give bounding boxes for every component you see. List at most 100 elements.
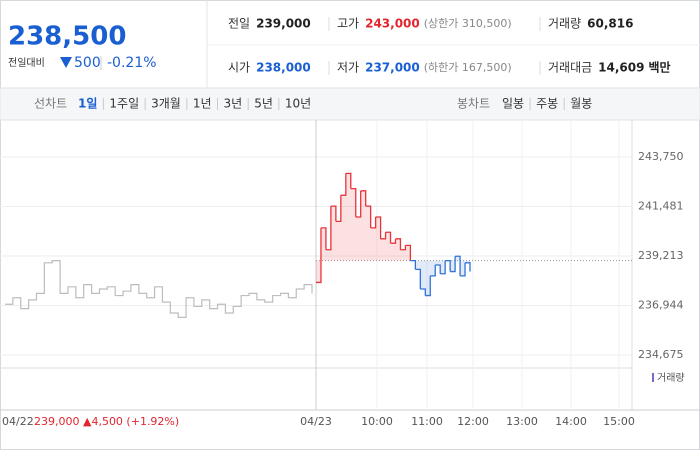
today-area	[345, 173, 351, 261]
today-area	[385, 232, 391, 261]
stat-label: 고가	[337, 17, 359, 31]
today-area	[360, 190, 366, 261]
stat-unit: 백만	[648, 60, 670, 75]
today-area	[330, 206, 336, 261]
y-tick-label: 239,213	[638, 249, 684, 262]
today-area	[420, 260, 426, 289]
change: 500	[74, 55, 101, 71]
x-tick-label: 12:00	[457, 415, 489, 428]
today-line	[355, 190, 362, 218]
x-tick-label: 04/22	[2, 415, 34, 428]
today-area	[455, 256, 461, 261]
today-line	[460, 262, 466, 277]
stat-note: (상한가 310,500)	[424, 17, 512, 30]
y-tick-label: 243,750	[638, 150, 684, 163]
today-line	[405, 244, 412, 261]
today-area	[400, 249, 406, 261]
x-tick-label: 10:00	[361, 415, 393, 428]
today-area	[440, 260, 446, 274]
today-area	[316, 260, 321, 283]
today-area	[395, 238, 401, 261]
today-area	[375, 217, 381, 261]
today-line	[320, 227, 327, 250]
today-line	[316, 227, 322, 284]
today-line	[420, 288, 426, 296]
tab-label: 선차트	[34, 97, 67, 111]
chart: 243,750 241,481 239,213 236,944 234,675 04/22…	[0, 120, 700, 428]
today-line	[375, 216, 382, 239]
legend: 거래량	[657, 372, 685, 384]
tab[interactable]: 주봉	[536, 97, 558, 111]
today-area	[450, 260, 456, 272]
today-area	[340, 195, 346, 261]
x-tick-label: 04/23	[300, 415, 332, 428]
today-area	[365, 206, 371, 261]
today-line	[400, 245, 407, 251]
today-line	[425, 275, 431, 297]
stat-label: 전일	[228, 17, 250, 31]
tab-bar	[0, 87, 700, 121]
tab-label: 봉차트	[457, 97, 490, 111]
tab[interactable]: 3년	[224, 97, 243, 111]
today-line	[345, 172, 352, 189]
today-area	[460, 260, 466, 276]
today-area	[390, 243, 396, 261]
tab[interactable]: 일봉	[502, 97, 524, 111]
tab[interactable]: 10년	[285, 97, 311, 111]
y-tick-label: 241,481	[638, 200, 684, 213]
y-tick-label: 236,944	[638, 298, 684, 311]
tab[interactable]: 3개월	[151, 97, 181, 111]
today-line	[340, 173, 347, 196]
today-line	[455, 255, 461, 276]
stat-value: 243,000	[365, 17, 420, 31]
today-area	[425, 260, 431, 296]
today-area	[380, 238, 386, 261]
annotation: 239,000 ▲4,500 (+1.92%)	[34, 415, 179, 428]
today-line	[410, 259, 417, 270]
stat-note: (하한가 167,500)	[424, 60, 512, 74]
tab[interactable]: 1일	[78, 97, 97, 111]
today-line	[385, 231, 392, 244]
today-area	[350, 188, 356, 261]
today-area	[405, 245, 411, 261]
today-line	[390, 238, 397, 244]
stat-value: 239,000	[256, 17, 311, 31]
x-tick-label: 15:00	[603, 415, 635, 428]
x-tick-label: 11:00	[411, 415, 443, 428]
stat-value: 238,000	[256, 61, 311, 75]
prev-day-line	[5, 260, 313, 318]
stat-label: 거래대금	[548, 61, 592, 75]
today-line	[360, 190, 367, 207]
today-area	[370, 227, 376, 261]
x-tick-label: 14:00	[555, 415, 587, 428]
change-pct: -0.21%	[107, 55, 157, 71]
stat-label: 저가	[337, 61, 359, 75]
tab[interactable]: 월봉	[570, 97, 592, 111]
tab[interactable]: 1주일	[109, 97, 139, 111]
today-line	[465, 262, 471, 272]
down-arrow	[60, 57, 72, 68]
today-line	[365, 205, 372, 228]
today-area	[415, 260, 421, 270]
today-line	[395, 238, 402, 250]
today-line	[450, 256, 456, 273]
today-line	[350, 187, 357, 217]
tab[interactable]: 1년	[193, 97, 212, 111]
today-line	[330, 205, 337, 222]
stat-label: 시가	[228, 61, 250, 75]
today-area	[435, 260, 441, 265]
today-line	[440, 260, 446, 275]
today-line	[415, 268, 421, 289]
stat-value: 14,609	[598, 61, 644, 75]
price: 238,500	[8, 22, 126, 52]
stat-value: 60,816	[587, 17, 633, 31]
x-tick-label: 13:00	[506, 415, 538, 428]
legend-swatch	[652, 373, 654, 382]
today-area	[430, 260, 436, 276]
today-line	[430, 265, 436, 277]
today-area	[335, 221, 341, 261]
tab[interactable]: 5년	[254, 97, 273, 111]
today-line	[370, 217, 377, 229]
